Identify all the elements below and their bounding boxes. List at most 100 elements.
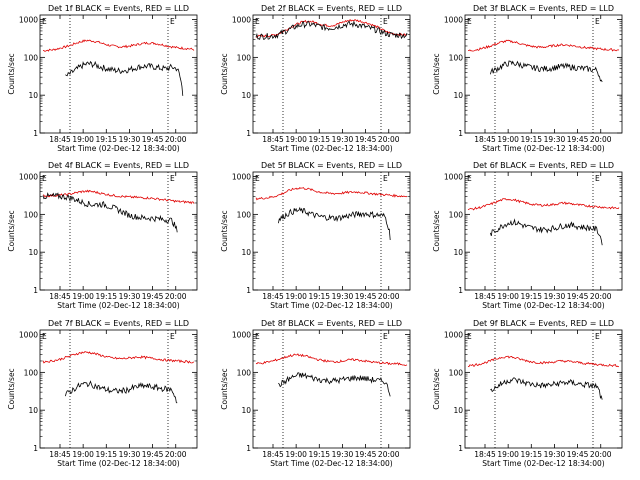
x-tick-label: 19:15 [520, 450, 542, 459]
x-tick-label: 19:30 [332, 450, 354, 459]
y-tick-label: 1 [33, 286, 38, 295]
y-tick-label: 1000 [19, 331, 38, 340]
y-tick-label: 10 [28, 248, 38, 257]
y-tick-label: 100 [24, 368, 39, 377]
x-tick-label: 19:45 [567, 450, 589, 459]
x-tick-label: 19:30 [544, 450, 566, 459]
y-tick-label: 1000 [444, 16, 463, 25]
e-marker-left: E [255, 332, 260, 341]
e-marker-left: E [467, 332, 472, 341]
panel-title: Det 8f BLACK = Events, RED = LLD [261, 319, 402, 328]
y-axis-label: Counts/sec [220, 210, 229, 251]
series-lld-red [42, 351, 195, 364]
panel-det2: Det 2f BLACK = Events, RED = LLD 1 10 100 10… [220, 4, 411, 153]
y-tick-label: 1000 [232, 16, 251, 25]
x-tick-label: 18:45 [49, 292, 71, 301]
x-tick-label: 19:00 [285, 135, 307, 144]
e-marker-right: E [595, 332, 600, 341]
x-tick-label: 20:00 [590, 135, 612, 144]
x-axis-label: Start Time (02-Dec-12 18:34:00) [270, 301, 392, 310]
x-tick-label: 19:30 [544, 292, 566, 301]
x-tick-label: 19:00 [497, 135, 519, 144]
y-tick-label: 10 [453, 91, 463, 100]
panel-det8: Det 8f BLACK = Events, RED = LLD 1 10 100 10… [220, 319, 411, 468]
x-tick-label: 19:15 [308, 292, 330, 301]
x-tick-label: 18:45 [474, 450, 496, 459]
e-marker-right: E [170, 17, 175, 26]
x-tick-label: 20:00 [165, 135, 187, 144]
panel-title: Det 1f BLACK = Events, RED = LLD [48, 4, 189, 13]
plot-frame [39, 14, 198, 134]
x-axis-label: Start Time (02-Dec-12 18:34:00) [270, 459, 392, 468]
x-tick-label: 19:15 [520, 292, 542, 301]
plot-frame [464, 329, 623, 449]
plot-frame [252, 14, 411, 134]
y-axis-label: Counts/sec [7, 210, 16, 251]
y-tick-label: 1000 [19, 173, 38, 182]
panel-det5: Det 5f BLACK = Events, RED = LLD 1 10 100 10… [220, 161, 411, 310]
series-events-black [65, 380, 178, 404]
x-tick-label: 20:00 [590, 450, 612, 459]
x-tick-label: 19:45 [567, 135, 589, 144]
panel-det6: Det 6f BLACK = Events, RED = LLD 1 10 100 10… [432, 161, 623, 310]
x-tick-label: 20:00 [378, 135, 400, 144]
x-tick-label: 19:00 [72, 135, 94, 144]
e-marker-right: E [383, 174, 388, 183]
x-axis-label: Start Time (02-Dec-12 18:34:00) [57, 144, 179, 153]
y-tick-label: 10 [453, 406, 463, 415]
y-axis-label: Counts/sec [7, 368, 16, 409]
x-tick-label: 19:45 [142, 450, 164, 459]
x-tick-label: 19:15 [95, 450, 117, 459]
panel-det3: Det 3f BLACK = Events, RED = LLD 1 10 100 10… [432, 4, 623, 153]
x-tick-label: 19:30 [119, 450, 141, 459]
plot-frame [464, 171, 623, 291]
x-axis-label: Start Time (02-Dec-12 18:34:00) [482, 459, 604, 468]
e-marker-left: E [255, 17, 260, 26]
series-lld-red [42, 189, 195, 205]
y-tick-label: 100 [449, 368, 464, 377]
series-events-black [65, 60, 184, 96]
x-tick-label: 19:15 [308, 450, 330, 459]
x-tick-label: 19:45 [142, 135, 164, 144]
series-lld-red [467, 355, 620, 368]
series-lld-red [42, 39, 195, 52]
x-tick-label: 19:30 [332, 292, 354, 301]
e-marker-right: E [383, 17, 388, 26]
panel-title: Det 7f BLACK = Events, RED = LLD [48, 319, 189, 328]
series-lld-red [468, 39, 620, 52]
e-marker-left: E [42, 17, 47, 26]
y-tick-label: 1 [458, 129, 463, 138]
plot-frame [252, 329, 411, 449]
panel-title: Det 9f BLACK = Events, RED = LLD [473, 319, 614, 328]
panel-title: Det 2f BLACK = Events, RED = LLD [261, 4, 402, 13]
x-tick-label: 19:15 [95, 292, 117, 301]
x-tick-label: 19:45 [355, 292, 377, 301]
series-events-black [42, 192, 178, 233]
y-tick-label: 10 [241, 406, 251, 415]
y-tick-label: 1 [246, 286, 251, 295]
y-tick-label: 100 [449, 210, 464, 219]
panel-title: Det 3f BLACK = Events, RED = LLD [473, 4, 614, 13]
e-marker-right: E [595, 174, 600, 183]
y-tick-label: 10 [453, 248, 463, 257]
e-marker-left: E [467, 174, 472, 183]
e-marker-left: E [42, 332, 47, 341]
panel-title: Det 6f BLACK = Events, RED = LLD [473, 161, 614, 170]
plot-frame [252, 171, 411, 291]
y-tick-label: 1 [33, 444, 38, 453]
e-marker-right: E [170, 332, 175, 341]
y-tick-label: 1000 [444, 331, 463, 340]
y-tick-label: 100 [24, 210, 39, 219]
y-tick-label: 1000 [232, 173, 251, 182]
x-tick-label: 19:45 [355, 450, 377, 459]
x-tick-label: 19:45 [355, 135, 377, 144]
x-tick-label: 19:45 [142, 292, 164, 301]
x-tick-label: 18:45 [49, 450, 71, 459]
y-tick-label: 10 [28, 91, 38, 100]
y-tick-label: 1000 [232, 331, 251, 340]
plot-frame [464, 14, 623, 134]
x-tick-label: 19:30 [119, 135, 141, 144]
panel-det4: Det 4f BLACK = Events, RED = LLD 1 10 100 10… [7, 161, 198, 310]
y-tick-label: 100 [449, 53, 464, 62]
